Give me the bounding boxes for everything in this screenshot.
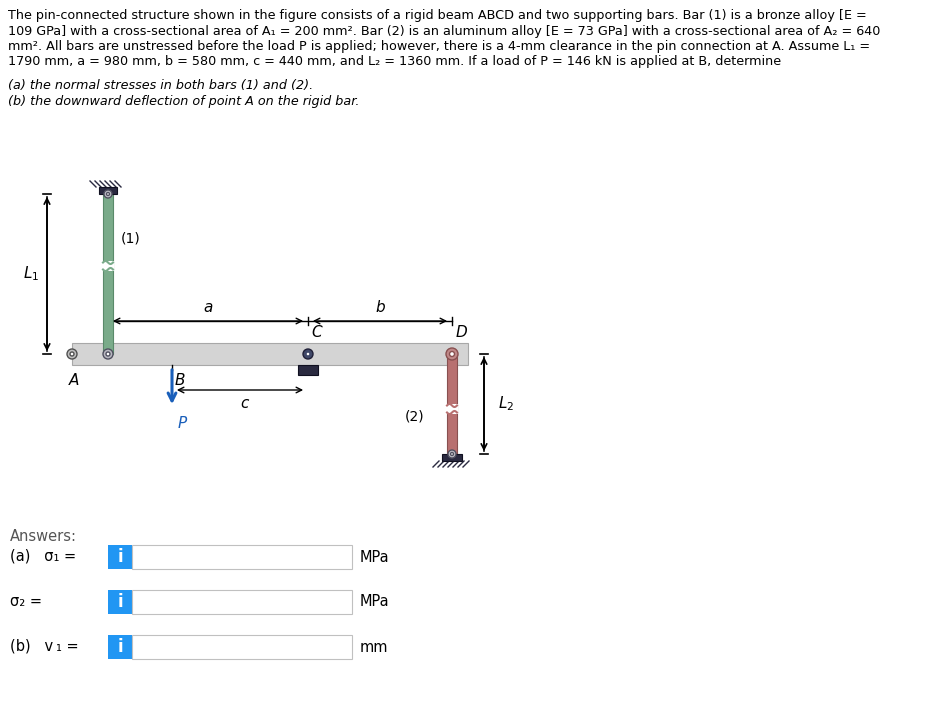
Text: The pin-connected structure shown in the figure consists of a rigid beam ABCD an: The pin-connected structure shown in the…: [8, 9, 867, 22]
Text: (1): (1): [121, 232, 141, 246]
Bar: [132, 545, 352, 569]
Circle shape: [106, 352, 110, 356]
Text: $a$: $a$: [202, 300, 213, 315]
Circle shape: [303, 349, 313, 359]
Text: (b) the downward deflection of point A on the rigid bar.: (b) the downward deflection of point A o…: [8, 95, 359, 107]
Bar: [102, 261, 114, 271]
Text: (a)   σ₁ =: (a) σ₁ =: [10, 549, 76, 563]
Circle shape: [103, 349, 113, 359]
Circle shape: [450, 452, 453, 455]
Bar: [99, 187, 117, 194]
Text: $P$: $P$: [177, 415, 188, 431]
Circle shape: [448, 450, 456, 458]
Bar: [447, 354, 457, 454]
Circle shape: [446, 348, 458, 360]
Circle shape: [306, 352, 310, 356]
Text: i: i: [117, 548, 123, 566]
Bar: [442, 454, 462, 461]
Text: $L_1$: $L_1$: [23, 265, 39, 283]
Text: 109 GPa] with a cross-sectional area of A₁ = 200 mm². Bar (2) is an aluminum all: 109 GPa] with a cross-sectional area of …: [8, 25, 881, 38]
Text: mm: mm: [360, 639, 389, 654]
Text: $B$: $B$: [174, 372, 185, 388]
Circle shape: [104, 190, 112, 198]
Text: $c$: $c$: [240, 396, 250, 411]
Circle shape: [70, 352, 74, 356]
Text: i: i: [117, 593, 123, 611]
Bar: [103, 194, 113, 354]
Text: mm². All bars are unstressed before the load P is applied; however, there is a 4: mm². All bars are unstressed before the …: [8, 40, 870, 53]
Bar: [446, 404, 458, 414]
Text: MPa: MPa: [360, 594, 390, 610]
Bar: [132, 590, 352, 614]
Text: (a) the normal stresses in both bars (1) and (2).: (a) the normal stresses in both bars (1)…: [8, 79, 313, 92]
Bar: [108, 635, 132, 659]
Bar: [132, 635, 352, 659]
Text: $L_2$: $L_2$: [498, 395, 515, 413]
Circle shape: [107, 193, 110, 195]
Bar: [108, 590, 132, 614]
Circle shape: [67, 349, 77, 359]
Circle shape: [449, 351, 454, 356]
Text: 1790 mm, a = 980 mm, b = 580 mm, c = 440 mm, and L₂ = 1360 mm. If a load of P = : 1790 mm, a = 980 mm, b = 580 mm, c = 440…: [8, 56, 781, 69]
Text: $C$: $C$: [311, 324, 324, 340]
Text: i: i: [117, 638, 123, 656]
Text: $b$: $b$: [375, 299, 385, 315]
Text: (2): (2): [404, 409, 424, 423]
Text: MPa: MPa: [360, 550, 390, 565]
Text: Answers:: Answers:: [10, 529, 77, 544]
Text: $A$: $A$: [68, 372, 80, 388]
Bar: [108, 545, 132, 569]
Bar: [298, 365, 318, 375]
Bar: [72, 343, 468, 365]
Text: σ₂ =: σ₂ =: [10, 594, 42, 608]
Text: (b)   v ₁ =: (b) v ₁ =: [10, 639, 79, 654]
Text: $D$: $D$: [455, 324, 468, 340]
